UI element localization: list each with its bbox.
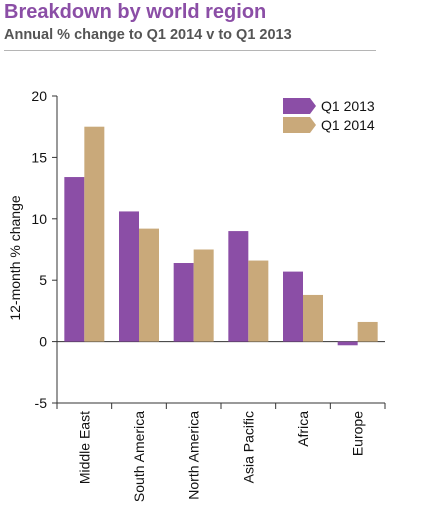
y-tick-label: 0 xyxy=(39,334,47,350)
legend-swatch xyxy=(283,117,316,133)
x-tick-label: Asia Pacific xyxy=(240,411,256,483)
y-tick-label: 10 xyxy=(31,211,47,227)
x-tick-label: Europe xyxy=(350,411,366,456)
x-tick-label: Middle East xyxy=(76,411,92,484)
x-tick-label: North America xyxy=(186,411,202,500)
bar-middle-east-q1-2013 xyxy=(64,177,85,342)
y-tick-label: 5 xyxy=(39,272,47,288)
bar-middle-east-q1-2014 xyxy=(84,126,105,342)
chart-axes xyxy=(52,95,386,409)
y-tick-label: -5 xyxy=(35,395,48,411)
chart-labels: -5 0 5 10 15 20 Middle East South America North … xyxy=(31,88,365,502)
chart-subtitle: Annual % change to Q1 2014 v to Q1 2013 xyxy=(4,27,292,43)
bar-europe-q1-2014 xyxy=(357,321,378,342)
bar-europe-q1-2013 xyxy=(337,341,358,346)
chart-bars xyxy=(64,126,378,346)
legend-label: Q1 2013 xyxy=(321,98,375,114)
y-tick-label: 15 xyxy=(31,149,47,165)
legend-label: Q1 2014 xyxy=(321,117,375,133)
chart-title: Breakdown by world region xyxy=(4,1,267,23)
bar-asia-pacific-q1-2014 xyxy=(248,260,269,342)
bar-africa-q1-2013 xyxy=(283,271,303,342)
header-divider xyxy=(4,50,376,51)
bar-north-america-q1-2013 xyxy=(173,263,194,342)
bar-north-america-q1-2014 xyxy=(193,249,214,342)
x-tick-label: Africa xyxy=(295,411,311,447)
chart-legend: Q1 2013 Q1 2014 xyxy=(283,98,375,133)
bar-south-america-q1-2014 xyxy=(139,228,159,342)
x-tick-label: South America xyxy=(131,411,147,502)
y-axis-label: 12-month % change xyxy=(7,195,23,321)
y-tick-label: 20 xyxy=(31,88,47,104)
bar-africa-q1-2014 xyxy=(303,294,323,342)
bar-south-america-q1-2013 xyxy=(119,211,139,342)
legend-swatch xyxy=(283,98,316,114)
bar-asia-pacific-q1-2013 xyxy=(228,231,249,342)
